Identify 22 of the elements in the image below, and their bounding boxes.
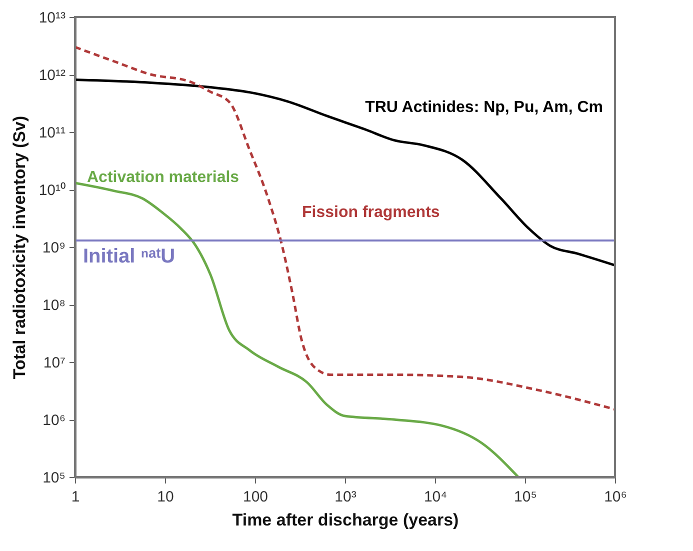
y-tick-label: 10¹¹ — [38, 124, 66, 142]
y-tick-label: 10¹² — [38, 67, 66, 84]
y-tick-label: 10¹³ — [38, 10, 66, 26]
x-tick-label: 10 — [157, 488, 174, 506]
series-label: Activation materials — [87, 169, 240, 186]
y-axis-title: Total radiotoxicity inventory (Sv) — [10, 116, 29, 380]
x-axis-title: Time after discharge (years) — [232, 510, 459, 530]
y-tick-label: 10⁹ — [42, 240, 66, 256]
x-tick-label: 10⁴ — [424, 488, 448, 506]
x-tick-label: 10³ — [334, 488, 356, 506]
y-tick-label: 10¹⁰ — [38, 182, 66, 199]
ref-line-label: Initial ⁿᵃᵗU — [83, 245, 176, 268]
x-tick-label: 100 — [242, 488, 268, 506]
y-tick-label: 10⁶ — [42, 412, 66, 429]
x-tick-label: 10⁵ — [514, 488, 537, 506]
x-tick-label: 10⁶ — [604, 488, 627, 506]
y-tick-label: 10⁸ — [42, 297, 66, 314]
y-tick-label: 10⁷ — [43, 354, 66, 372]
x-tick-label: 1 — [71, 488, 80, 506]
series-label: TRU Actinides: Np, Pu, Am, Cm — [365, 99, 603, 116]
y-tick-label: 10⁵ — [42, 470, 66, 486]
series-label: Fission fragments — [302, 204, 440, 221]
